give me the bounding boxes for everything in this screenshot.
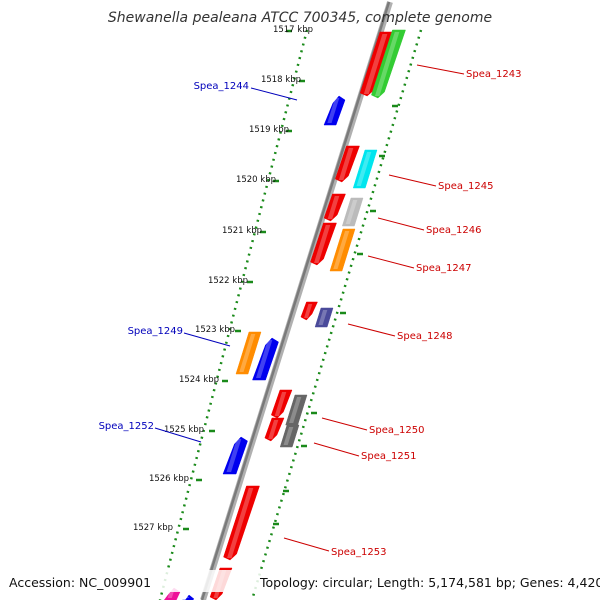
gene-features: [163, 29, 406, 600]
gene-feature-highlight: [268, 420, 279, 439]
gene-feature-highlight: [227, 488, 254, 558]
gene-label-leader: [313, 442, 360, 457]
gene-label-leader: [416, 64, 465, 75]
gene-feature-highlight: [345, 200, 358, 224]
gene-label-leader: [283, 537, 330, 552]
gene-feature: [252, 337, 279, 381]
tick-label: 1525 kbp: [164, 425, 204, 435]
gene-feature-highlight: [363, 34, 388, 94]
tick-label: 1521 kbp: [222, 226, 262, 236]
gene-feature-highlight: [283, 427, 294, 445]
tick-label: 1526 kbp: [149, 474, 189, 484]
gene-feature: [329, 228, 356, 272]
gene-feature: [235, 331, 262, 375]
gene-feature: [279, 424, 300, 448]
gene-feature-highlight: [274, 392, 287, 416]
tick-marks: 1517 kbp 1518 kbp 1519 kbp 1520 kbp 1521 kbp…: [133, 25, 398, 533]
tick-label: 1527 kbp: [133, 523, 173, 533]
gene-feature-highlight: [239, 334, 256, 372]
gene-feature: [323, 95, 346, 126]
gene-feature-highlight: [255, 340, 273, 378]
gene-label: Spea_1247: [416, 263, 471, 274]
map-title: Shewanella pealeana ATCC 700345, complet…: [108, 10, 492, 26]
tick-label: 1519 kbp: [249, 125, 289, 135]
gene-label: Spea_1250: [369, 425, 424, 436]
genome-summary-text: Topology: circular; Length: 5,174,581 bp…: [259, 575, 600, 590]
gene-feature: [314, 307, 334, 328]
gene-feature: [310, 222, 337, 266]
gene-label: Spea_1245: [438, 181, 493, 192]
gene-feature: [300, 301, 318, 321]
gene-feature-highlight: [327, 196, 340, 219]
gene-label-leader: [367, 255, 415, 269]
gene-label-leader: [183, 332, 231, 347]
gene-feature-highlight: [185, 597, 190, 598]
gene-feature-highlight: [333, 231, 350, 269]
gene-feature-highlight: [318, 310, 328, 325]
gene-label-leader: [388, 174, 437, 187]
tick-label: 1520 kbp: [236, 175, 276, 185]
gene-label-leader: [250, 87, 298, 101]
gene-feature-highlight: [327, 98, 340, 123]
gene-feature: [352, 149, 378, 189]
gene-label-leader: [347, 323, 396, 337]
gene-label: Spea_1252: [99, 421, 154, 432]
gene-feature-highlight: [313, 225, 331, 263]
gene-label: Spea_1251: [361, 451, 416, 462]
tick-label: 1523 kbp: [195, 325, 235, 335]
tick-label: 1517 kbp: [273, 25, 313, 35]
gene-feature-highlight: [356, 152, 372, 186]
gene-feature: [371, 29, 406, 99]
backbone-line-core: [200, 1, 391, 600]
footer-backdrop: [0, 570, 600, 592]
gene-feature-highlight: [226, 439, 242, 472]
tick-label: 1522 kbp: [208, 276, 248, 286]
gene-feature-highlight: [338, 148, 354, 180]
gene-label: Spea_1244: [194, 81, 249, 92]
gene-feature: [323, 193, 346, 222]
gene-labels: Spea_1243 Spea_1244 Spea_1245 Spea_1246 Spea…: [99, 64, 521, 558]
gene-label: Spea_1243: [466, 69, 521, 80]
accession-text: Accession: NC_009901: [9, 575, 151, 590]
outer-dotted-track: [158, 29, 309, 600]
gene-label: Spea_1253: [331, 547, 386, 558]
gene-feature: [341, 197, 364, 227]
gene-label-leader: [377, 217, 425, 231]
gene-label-leader: [321, 417, 368, 431]
gene-feature-highlight: [374, 32, 400, 96]
gene-feature-highlight: [304, 304, 313, 318]
tick-label: 1518 kbp: [261, 75, 301, 85]
gene-feature: [271, 389, 293, 419]
gene-label: Spea_1248: [397, 331, 452, 342]
tick-label: 1524 kbp: [179, 375, 219, 385]
inner-dotted-track: [250, 29, 423, 600]
gene-feature: [264, 417, 285, 442]
gene-label-leader: [154, 427, 202, 443]
gene-feature: [222, 436, 248, 475]
gene-feature: [335, 145, 360, 183]
gene-label: Spea_1249: [128, 326, 183, 337]
gene-label: Spea_1246: [426, 225, 481, 236]
gene-feature-highlight: [289, 397, 302, 423]
gene-feature: [223, 485, 260, 561]
